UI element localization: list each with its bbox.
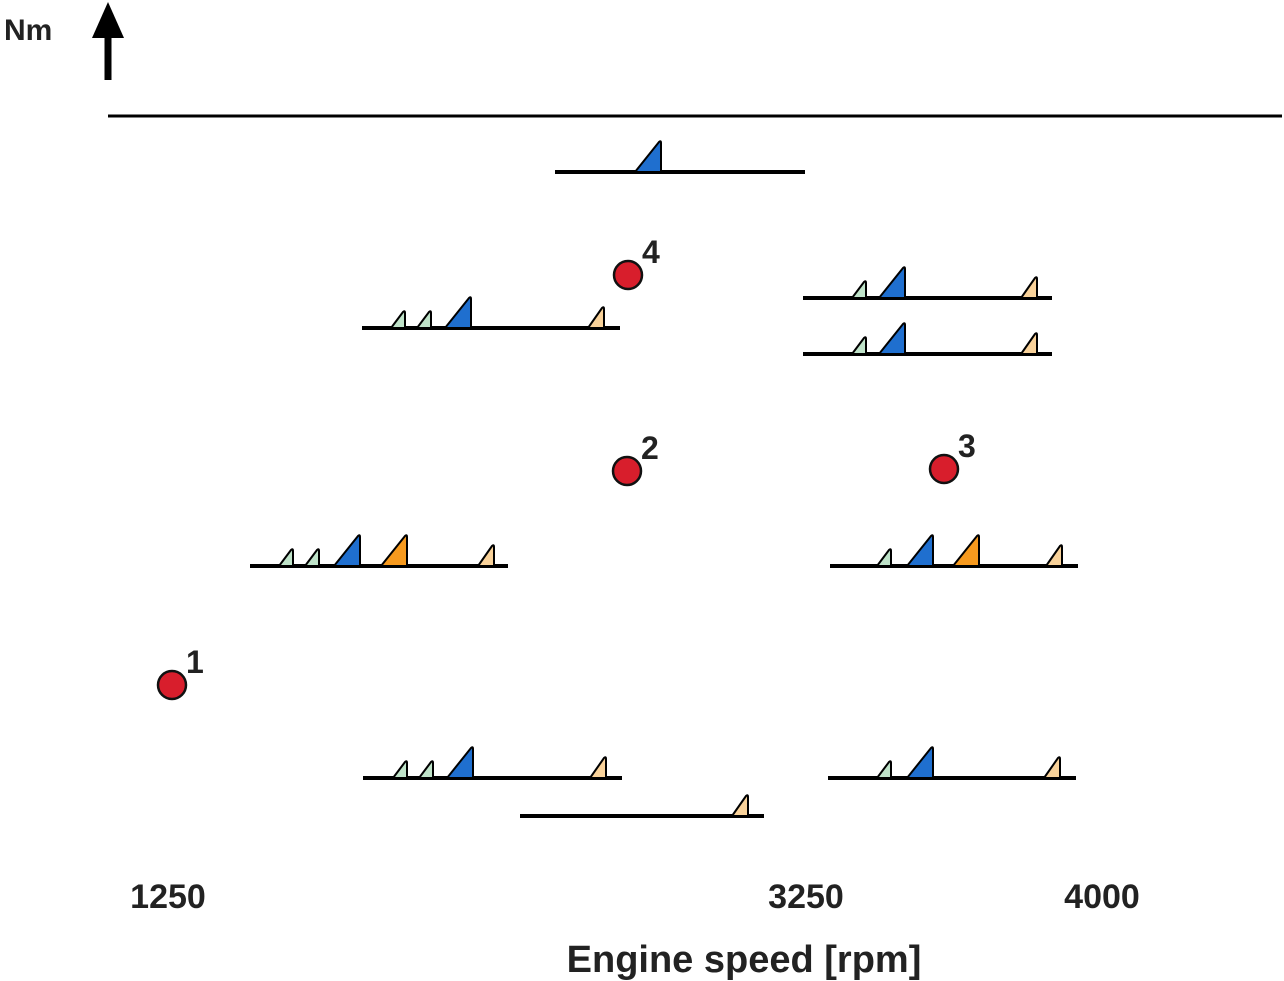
chart-frame: Nm Engine speed [rpm] 1250 3250 4000 xyxy=(4,2,1282,981)
main-pulse xyxy=(952,534,980,567)
pilot-small-pulse xyxy=(392,760,408,779)
x-tick-label: 3250 xyxy=(768,878,844,916)
injection-pattern xyxy=(250,534,508,568)
pilot-small-pulse xyxy=(416,310,432,329)
pilot-large-pulse xyxy=(906,534,934,567)
post-pulse xyxy=(477,544,495,567)
injection-pattern xyxy=(803,322,1052,356)
operating-point-label: 4 xyxy=(642,234,660,270)
injection-pattern xyxy=(520,794,764,818)
y-axis-label: Nm xyxy=(4,14,52,47)
post-pulse xyxy=(731,794,749,817)
pilot-small-pulse xyxy=(876,760,892,779)
injection-pattern xyxy=(362,296,620,330)
pilot-small-pulse xyxy=(876,548,892,567)
operating-point-label: 3 xyxy=(958,428,976,464)
pilot-small-pulse xyxy=(390,310,406,329)
pilot-large-pulse xyxy=(634,140,662,173)
operating-points: 1 2 3 4 xyxy=(156,234,976,701)
injection-pattern xyxy=(830,534,1078,568)
post-pulse xyxy=(1043,756,1061,779)
pilot-small-pulse xyxy=(278,548,294,567)
pilot-small-pulse xyxy=(851,336,867,355)
x-tick-label: 1250 xyxy=(130,878,206,916)
pilot-large-pulse xyxy=(444,296,472,329)
x-axis-label: Engine speed [rpm] xyxy=(567,939,922,981)
pilot-small-pulse xyxy=(851,280,867,299)
operating-point-marker xyxy=(156,669,188,701)
pilot-small-pulse xyxy=(304,548,320,567)
post-pulse xyxy=(589,756,607,779)
injection-pattern xyxy=(828,746,1076,780)
operating-point-label: 2 xyxy=(641,430,659,466)
pilot-large-pulse xyxy=(446,746,474,779)
operating-point-label: 1 xyxy=(186,644,204,680)
post-pulse xyxy=(1020,332,1038,355)
pilot-large-pulse xyxy=(878,266,906,299)
pilot-large-pulse xyxy=(906,746,934,779)
y-axis-arrow-head xyxy=(92,2,124,38)
x-tick-label: 4000 xyxy=(1064,878,1140,916)
pilot-large-pulse xyxy=(878,322,906,355)
injection-patterns xyxy=(250,140,1078,818)
post-pulse xyxy=(1045,544,1063,567)
injection-pattern xyxy=(555,140,805,174)
operating-point-marker xyxy=(612,259,644,291)
injection-pattern xyxy=(363,746,622,780)
operating-point-marker xyxy=(928,453,960,485)
operating-point-marker xyxy=(611,455,643,487)
post-pulse xyxy=(1020,276,1038,299)
pilot-small-pulse xyxy=(418,760,434,779)
pilot-large-pulse xyxy=(333,534,361,567)
main-pulse xyxy=(380,534,408,567)
injection-pattern xyxy=(803,266,1052,300)
post-pulse xyxy=(587,306,605,329)
